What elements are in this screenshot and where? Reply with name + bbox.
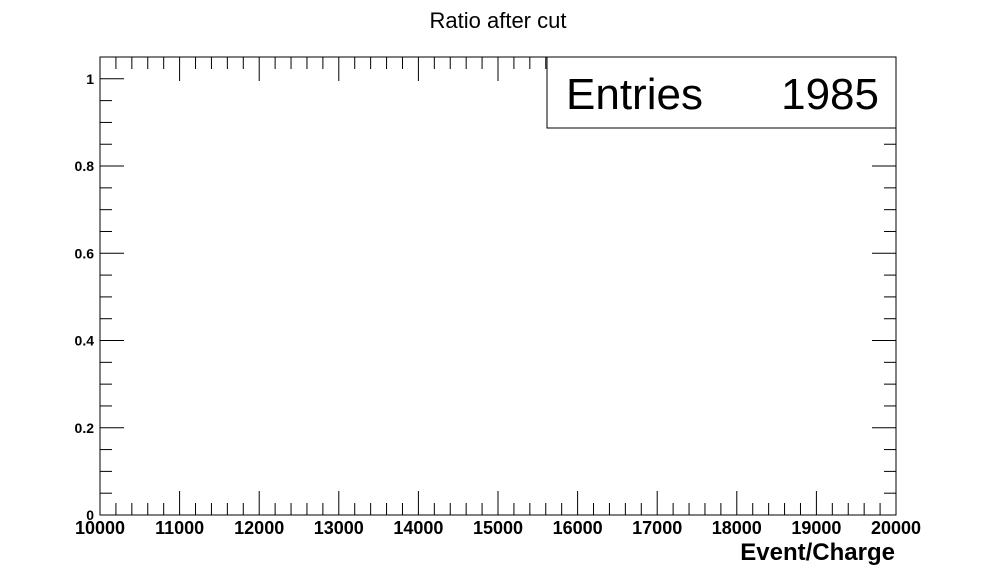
- y-tick-label: 0.8: [75, 158, 95, 174]
- x-tick-label: 13000: [314, 518, 364, 538]
- x-tick-label: 17000: [632, 518, 682, 538]
- y-tick-label: 0.6: [75, 245, 95, 261]
- x-axis-title: Event/Charge: [740, 539, 895, 566]
- stats-entries-value: 1985: [781, 70, 879, 119]
- y-axis-tick-labels: 0 0.2 0.4 0.6 0.8 1: [75, 71, 95, 523]
- x-tick-label: 15000: [473, 518, 523, 538]
- x-tick-label: 12000: [234, 518, 284, 538]
- x-tick-label: 10000: [75, 518, 125, 538]
- x-tick-label: 16000: [553, 518, 603, 538]
- x-tick-label: 14000: [393, 518, 443, 538]
- stats-box: Entries 1985: [546, 56, 897, 129]
- y-tick-label: 0.4: [75, 333, 95, 349]
- x-axis-tick-labels: 10000 11000 12000 13000 14000 15000 16000 17000…: [75, 518, 921, 538]
- x-tick-label: 18000: [712, 518, 762, 538]
- y-tick-label: 0: [86, 507, 94, 523]
- y-tick-label: 1: [86, 71, 94, 87]
- y-tick-label: 0.2: [75, 420, 95, 436]
- stats-entries-label: Entries: [566, 70, 703, 119]
- x-tick-label: 11000: [155, 518, 204, 538]
- x-tick-label: 19000: [791, 518, 841, 538]
- chart-title: Ratio after cut: [430, 8, 567, 33]
- x-tick-label: 20000: [871, 518, 921, 538]
- stats-box-frame: [546, 56, 897, 129]
